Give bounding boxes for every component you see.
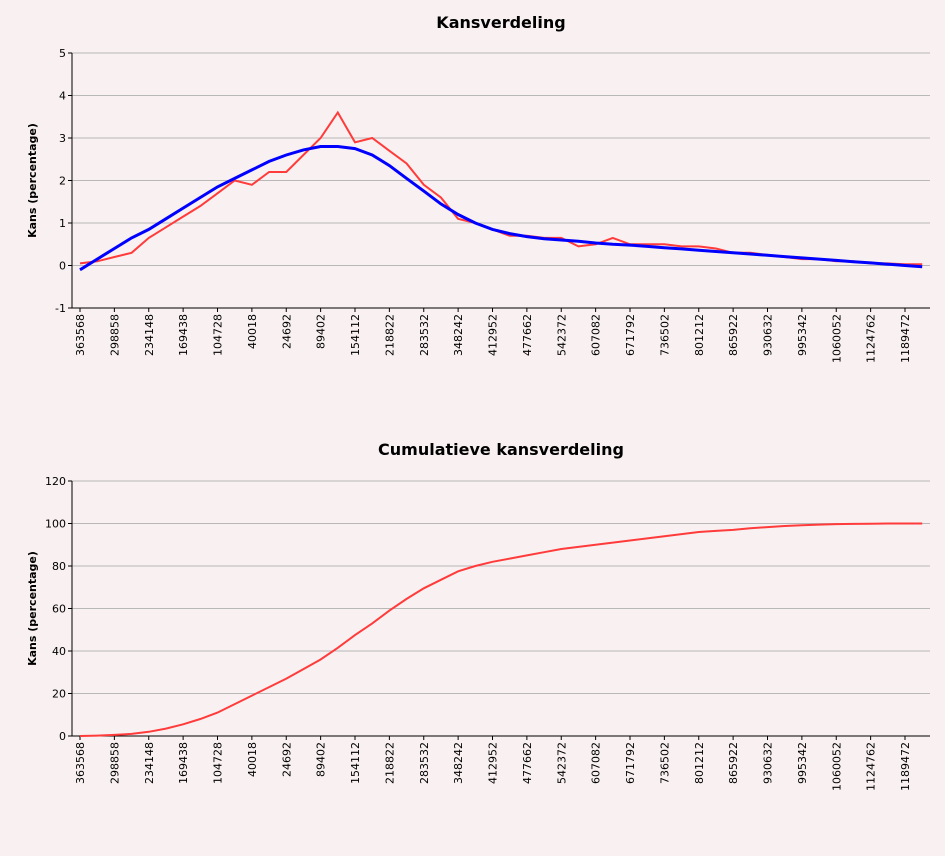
x-tick-label: 542372 <box>555 742 568 784</box>
x-tick-label: 218822 <box>383 314 396 356</box>
x-tick-label: 348242 <box>452 742 465 784</box>
x-tick-label: 671792 <box>624 314 637 356</box>
x-tick-label: 1060052 <box>830 742 843 791</box>
x-tick-label: 671792 <box>624 742 637 784</box>
x-tick-label: 1124762 <box>865 742 878 791</box>
y-tick-label: 80 <box>52 560 66 573</box>
x-tick-label: 218822 <box>383 742 396 784</box>
x-tick-label: 801212 <box>693 314 706 356</box>
x-tick-label: 736502 <box>658 314 671 356</box>
x-tick-label: 1124762 <box>865 314 878 363</box>
x-tick-label: 89402 <box>315 314 328 349</box>
x-tick-label: 169438 <box>177 742 190 784</box>
x-tick-label: 736502 <box>658 742 671 784</box>
y-tick-label: 0 <box>59 260 66 273</box>
x-tick-label: 283532 <box>418 314 431 356</box>
x-tick-label: 542372 <box>555 314 568 356</box>
x-tick-label: 1189472 <box>899 742 912 791</box>
x-tick-label: 1189472 <box>899 314 912 363</box>
x-tick-label: 363568 <box>74 742 87 784</box>
x-tick-label: 40018 <box>246 742 259 777</box>
x-tick-label: 104728 <box>212 742 225 784</box>
y-tick-label: 1 <box>59 217 66 230</box>
x-tick-label: 930632 <box>762 742 775 784</box>
x-tick-label: 801212 <box>693 742 706 784</box>
series-line <box>79 110 923 266</box>
x-tick-label: 363568 <box>74 314 87 356</box>
x-tick-label: 283532 <box>418 742 431 784</box>
x-tick-label: 865922 <box>727 314 740 356</box>
y-tick-label: 2 <box>59 175 66 188</box>
x-tick-label: 234148 <box>143 742 156 784</box>
x-tick-label: 1060052 <box>830 314 843 363</box>
x-tick-label: 24692 <box>280 742 293 777</box>
x-tick-label: 104728 <box>212 314 225 356</box>
x-tick-label: 477662 <box>521 742 534 784</box>
x-tick-label: 412952 <box>487 742 500 784</box>
x-tick-label: 412952 <box>487 314 500 356</box>
y-axis-label: Kans (percentage) <box>26 551 39 666</box>
x-tick-label: 154112 <box>349 742 362 784</box>
y-axis-label: Kans (percentage) <box>26 123 39 238</box>
x-tick-label: 234148 <box>143 314 156 356</box>
x-tick-label: 865922 <box>727 742 740 784</box>
x-tick-label: 607082 <box>590 314 603 356</box>
y-tick-label: 20 <box>52 688 66 701</box>
chart-title: Kansverdeling <box>436 13 565 32</box>
x-tick-label: 995342 <box>796 742 809 784</box>
x-tick-label: 995342 <box>796 314 809 356</box>
x-tick-label: 607082 <box>590 742 603 784</box>
series-line <box>79 145 923 272</box>
x-tick-label: 169438 <box>177 314 190 356</box>
y-tick-label: -1 <box>55 302 66 315</box>
y-tick-label: 100 <box>45 518 66 531</box>
chart-title: Cumulatieve kansverdeling <box>378 440 624 459</box>
series-line <box>79 522 923 737</box>
x-tick-label: 298858 <box>108 742 121 784</box>
x-tick-label: 154112 <box>349 314 362 356</box>
x-tick-label: 298858 <box>108 314 121 356</box>
x-tick-label: 348242 <box>452 314 465 356</box>
y-tick-label: 40 <box>52 645 66 658</box>
y-tick-label: 60 <box>52 603 66 616</box>
y-tick-label: 0 <box>59 730 66 743</box>
x-tick-label: 40018 <box>246 314 259 349</box>
x-tick-label: 930632 <box>762 314 775 356</box>
x-tick-label: 89402 <box>315 742 328 777</box>
y-tick-label: 4 <box>59 90 66 103</box>
y-tick-label: 5 <box>59 47 66 60</box>
y-tick-label: 3 <box>59 132 66 145</box>
x-tick-label: 477662 <box>521 314 534 356</box>
y-tick-label: 120 <box>45 475 66 488</box>
x-tick-label: 24692 <box>280 314 293 349</box>
